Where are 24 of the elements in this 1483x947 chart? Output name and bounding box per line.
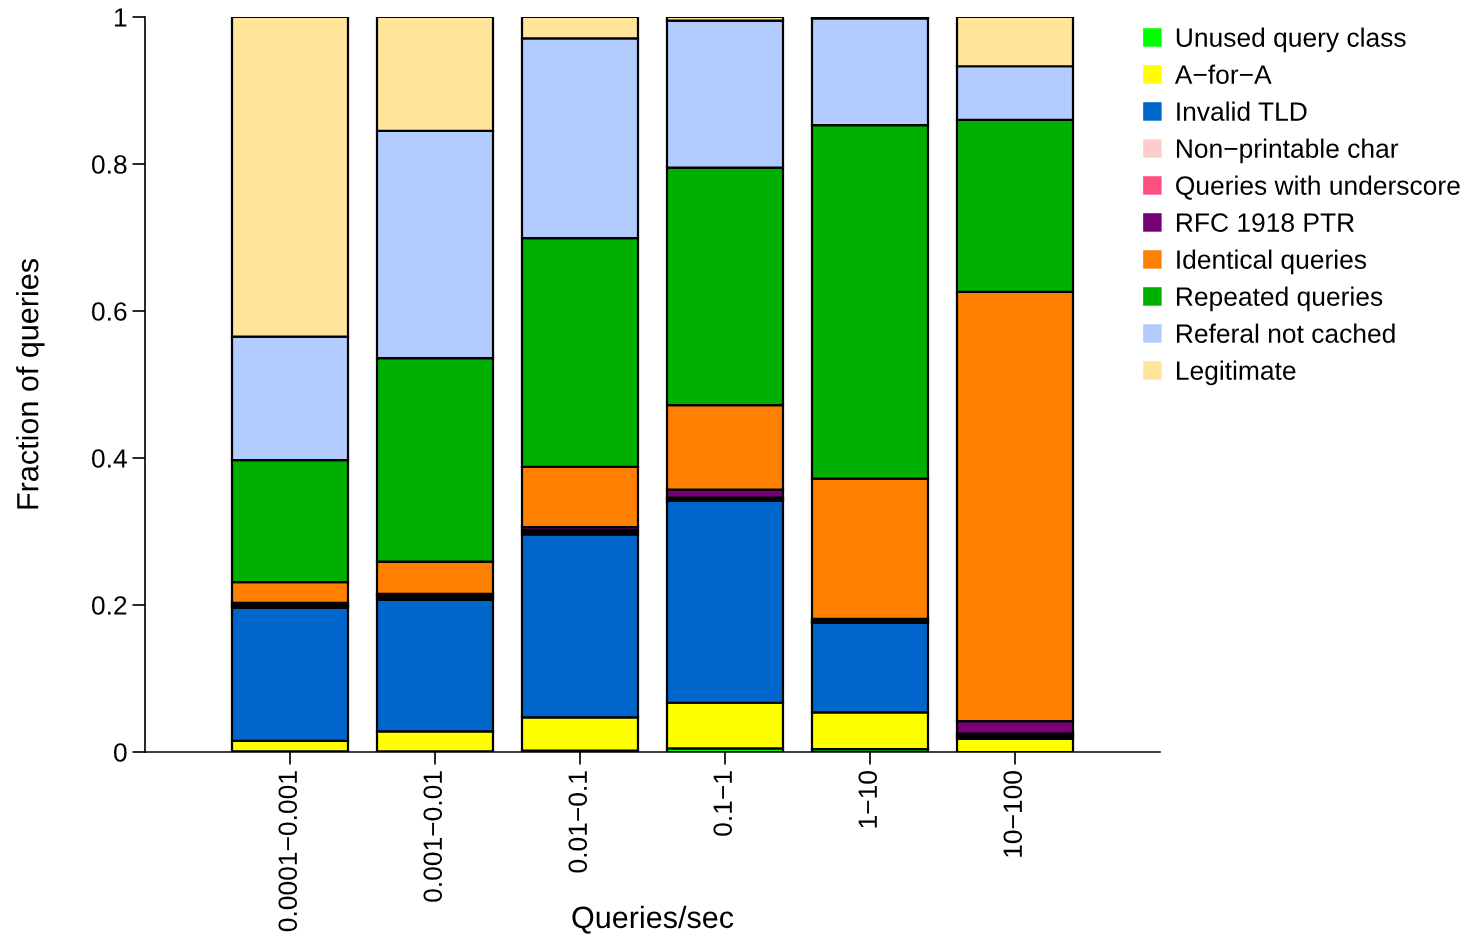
y-axis-title: Fraction of queries bbox=[16, 259, 45, 509]
x-tick-label: 0.0001−0.001 bbox=[278, 771, 298, 932]
legend-label: Queries with underscore bbox=[1176, 175, 1460, 200]
legend-label: Identical queries bbox=[1177, 249, 1367, 275]
x-axis-title: Queries/sec bbox=[572, 905, 734, 934]
y-tick-label: 0.4 bbox=[91, 449, 127, 468]
legend-label: Unused query class bbox=[1176, 27, 1406, 53]
x-tick-label: 0.1−1 bbox=[713, 771, 733, 836]
x-tick-label: 0.001−0.01 bbox=[423, 771, 443, 902]
legend-label: Non−printable char bbox=[1176, 138, 1399, 164]
y-tick-label: 1 bbox=[114, 8, 127, 27]
legend-label: Invalid TLD bbox=[1177, 101, 1307, 121]
y-tick-label: 0.2 bbox=[91, 596, 127, 615]
legend-label: Legitimate bbox=[1176, 360, 1296, 386]
y-tick-label: 0 bbox=[114, 743, 127, 762]
legend-label: Repeated queries bbox=[1176, 286, 1383, 312]
y-tick-label: 0.8 bbox=[91, 155, 127, 174]
legend-label: RFC 1918 PTR bbox=[1176, 213, 1354, 232]
legend-label: Referal not cached bbox=[1176, 323, 1395, 343]
x-tick-label: 0.01−0.1 bbox=[568, 771, 588, 873]
y-tick-label: 0.6 bbox=[91, 302, 127, 321]
x-tick-label: 10−100 bbox=[1003, 771, 1023, 857]
x-tick-label: 1−10 bbox=[858, 771, 878, 828]
legend-label: A−for−A bbox=[1174, 64, 1272, 84]
